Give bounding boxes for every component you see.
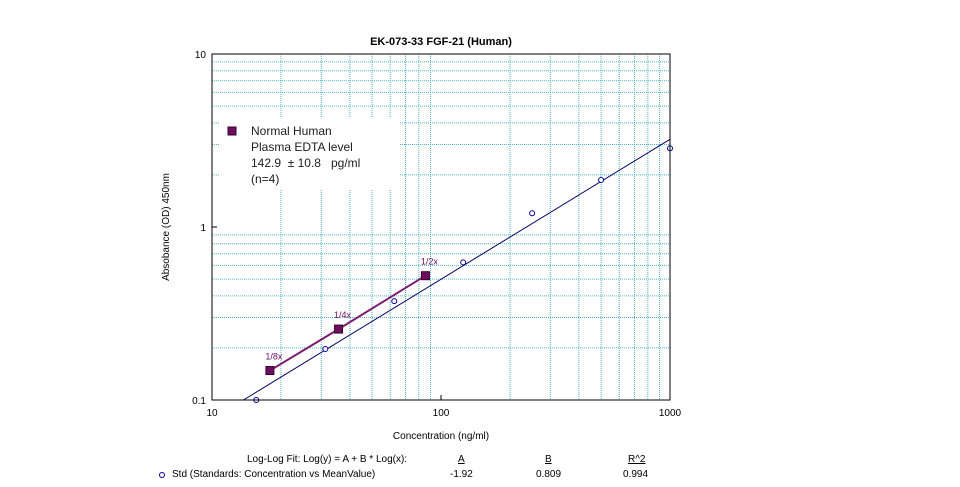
legend-line-4: (n=4) bbox=[251, 172, 279, 186]
x-axis-label: Concentration (ng/ml) bbox=[393, 431, 489, 442]
sample-line bbox=[269, 274, 426, 372]
x-tick-label: 1000 bbox=[659, 408, 682, 419]
y-tick-label: 1 bbox=[200, 223, 206, 234]
chart-ticks: 10 100 1000 0.1 1 10 bbox=[192, 50, 681, 419]
fit-line bbox=[243, 138, 671, 401]
std-point bbox=[322, 346, 329, 353]
fit-equation: Log-Log Fit: Log(y) = A + B * Log(x): bbox=[247, 454, 408, 465]
legend-line-2: Plasma EDTA level bbox=[251, 140, 353, 154]
legend-background bbox=[220, 118, 400, 190]
legend-marker bbox=[227, 126, 237, 136]
y-tick-label: 10 bbox=[195, 50, 207, 61]
fit-col-b: B bbox=[545, 454, 552, 465]
fit-legend-marker bbox=[159, 472, 165, 478]
sample-point-label: 1/4x bbox=[334, 310, 352, 320]
x-tick-label: 10 bbox=[206, 408, 218, 419]
sample-point bbox=[420, 271, 430, 281]
fit-row-a: -1.92 bbox=[450, 469, 473, 480]
y-tick-label: 0.1 bbox=[192, 396, 206, 407]
chart-title: EK-073-33 FGF-21 (Human) bbox=[370, 36, 512, 48]
y-axis-label: Absobance (OD) 450nm bbox=[161, 173, 172, 281]
x-tick-label: 100 bbox=[433, 408, 450, 419]
fit-col-a: A bbox=[458, 454, 465, 465]
sample-point-label: 1/8x bbox=[265, 352, 283, 362]
legend-line-3: 142.9 ± 10.8 pg/ml bbox=[251, 156, 360, 170]
legend-line-1: Normal Human bbox=[251, 124, 332, 138]
sample-point-label: 1/2x bbox=[421, 257, 439, 267]
legend: Normal Human Plasma EDTA level 142.9 ± 1… bbox=[220, 118, 400, 190]
sample-point bbox=[334, 324, 344, 334]
sample-point bbox=[265, 366, 275, 376]
std-point bbox=[529, 210, 536, 217]
chart-marks: 1/8x 1/4x 1/2x bbox=[253, 145, 673, 403]
fit-row-r2: 0.994 bbox=[623, 469, 649, 480]
fit-col-r2: R^2 bbox=[628, 454, 646, 465]
fit-row-b: 0.809 bbox=[536, 469, 562, 480]
fit-row-label: Std (Standards: Concentration vs MeanVal… bbox=[172, 469, 376, 480]
chart-grid bbox=[212, 54, 670, 400]
std-point bbox=[598, 176, 605, 183]
std-point bbox=[391, 298, 398, 305]
std-point bbox=[460, 259, 467, 266]
